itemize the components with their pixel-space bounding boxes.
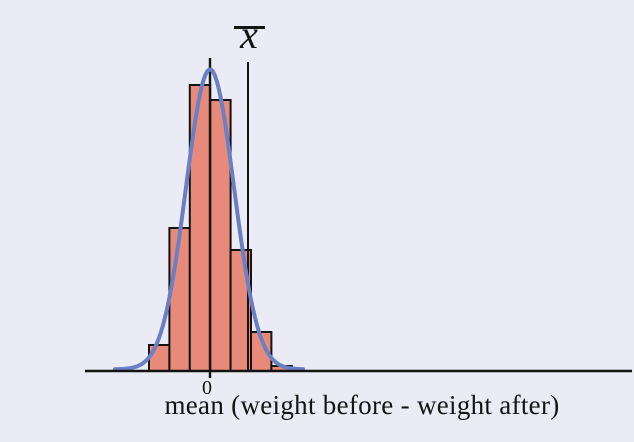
x-tick-label-zero: 0 xyxy=(202,377,212,399)
xbar-overline xyxy=(234,26,265,29)
histogram-bar xyxy=(168,227,191,372)
xbar-label: x xyxy=(240,12,258,57)
normal-curve xyxy=(113,67,305,372)
x-axis-label: mean (weight before - weight after) xyxy=(164,390,560,420)
